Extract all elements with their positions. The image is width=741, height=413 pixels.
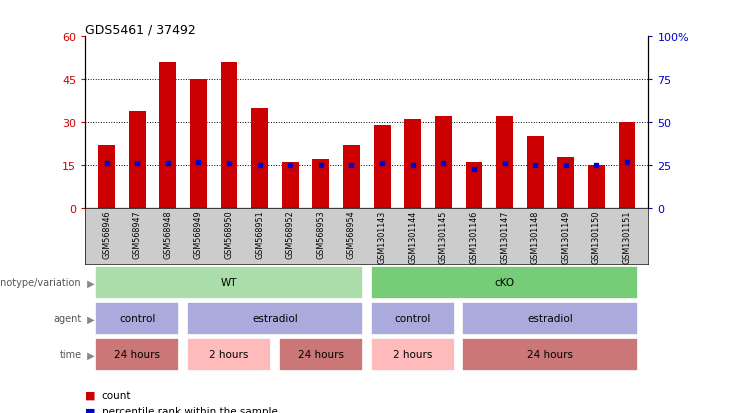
Bar [251,109,268,209]
FancyBboxPatch shape [95,266,363,299]
FancyBboxPatch shape [187,302,363,335]
Text: percentile rank within the sample: percentile rank within the sample [102,406,277,413]
Bar [373,126,391,209]
FancyBboxPatch shape [187,338,271,371]
Text: 24 hours: 24 hours [528,349,574,360]
FancyBboxPatch shape [462,338,639,371]
Bar [435,117,452,209]
Bar [588,166,605,209]
Text: GSM1301144: GSM1301144 [408,210,417,263]
Bar [405,120,421,209]
Text: agent: agent [53,313,82,324]
Text: WT: WT [221,278,237,288]
Text: GSM568947: GSM568947 [133,210,142,259]
FancyBboxPatch shape [95,338,179,371]
Bar [619,123,635,209]
Text: time: time [59,349,82,360]
Bar [465,163,482,209]
FancyBboxPatch shape [370,266,639,299]
Bar [282,163,299,209]
Bar [527,137,544,209]
Text: GSM568952: GSM568952 [286,210,295,259]
Text: GSM1301150: GSM1301150 [592,210,601,263]
Text: GSM568946: GSM568946 [102,210,111,259]
Text: 24 hours: 24 hours [114,349,160,360]
Text: GSM568948: GSM568948 [163,210,173,259]
FancyBboxPatch shape [95,302,179,335]
FancyBboxPatch shape [462,302,639,335]
Text: GSM1301149: GSM1301149 [561,210,571,263]
Bar [129,112,146,209]
Text: ▶: ▶ [84,349,95,360]
Text: estradiol: estradiol [252,313,298,324]
Text: count: count [102,390,131,400]
Text: ■: ■ [85,390,96,400]
Text: 2 hours: 2 hours [210,349,249,360]
Text: GSM568953: GSM568953 [316,210,325,259]
Text: cKO: cKO [494,278,514,288]
Text: ▶: ▶ [84,278,95,288]
Text: GSM1301148: GSM1301148 [531,210,539,263]
Text: GSM1301146: GSM1301146 [469,210,479,263]
Bar [343,146,360,209]
Bar [159,63,176,209]
Text: GSM568950: GSM568950 [225,210,233,259]
Bar [557,157,574,209]
Text: GSM568949: GSM568949 [194,210,203,259]
Bar [496,117,513,209]
Bar [313,160,329,209]
Text: genotype/variation: genotype/variation [0,278,82,288]
FancyBboxPatch shape [370,302,455,335]
Bar [221,63,237,209]
Text: control: control [394,313,431,324]
Bar [99,146,115,209]
Text: GSM1301145: GSM1301145 [439,210,448,263]
Text: GSM1301151: GSM1301151 [622,210,631,263]
Text: GSM568954: GSM568954 [347,210,356,259]
Text: control: control [119,313,156,324]
Text: ▶: ▶ [84,313,95,324]
Text: estradiol: estradiol [528,313,574,324]
Text: GSM568951: GSM568951 [255,210,265,259]
Text: GDS5461 / 37492: GDS5461 / 37492 [85,23,196,36]
FancyBboxPatch shape [279,338,363,371]
Text: 2 hours: 2 hours [393,349,433,360]
FancyBboxPatch shape [370,338,455,371]
Text: GSM1301143: GSM1301143 [378,210,387,263]
Text: 24 hours: 24 hours [298,349,344,360]
Bar [190,80,207,209]
Text: GSM1301147: GSM1301147 [500,210,509,263]
Text: ■: ■ [85,406,96,413]
